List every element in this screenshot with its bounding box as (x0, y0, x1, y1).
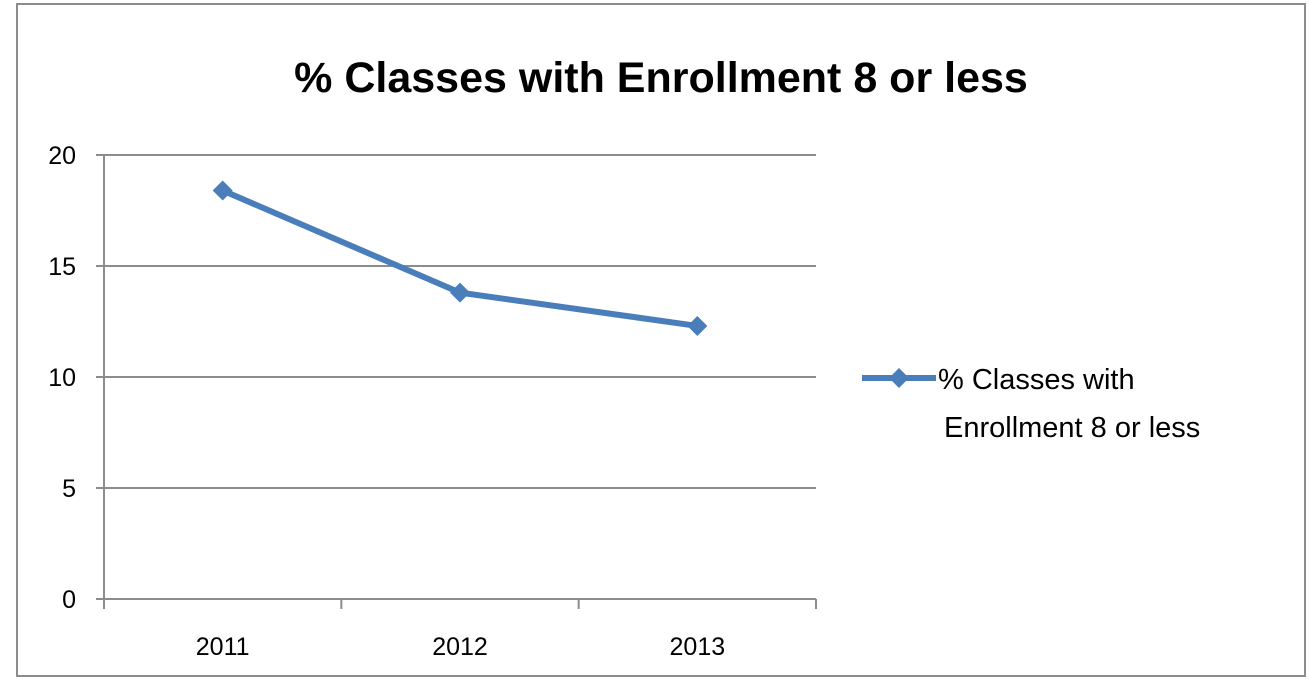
legend-label-line: % Classes with (938, 364, 1135, 396)
series-line (219, 187, 701, 329)
legend-label-line: Enrollment 8 or less (944, 412, 1200, 444)
data-point-marker (450, 282, 470, 303)
chart-frame (16, 3, 1306, 677)
data-point-marker (212, 180, 233, 201)
gridlines (104, 154, 816, 489)
y-tick-label: 0 (62, 586, 76, 614)
y-tick-label: 10 (48, 364, 76, 392)
axes: 0 5 10 15 20 2011 2012 2013 (48, 142, 817, 661)
y-tick-label: 20 (48, 142, 76, 170)
x-tick-label: 2013 (670, 633, 726, 661)
x-tick-label: 2012 (432, 633, 488, 661)
data-point-marker (687, 315, 708, 336)
legend-marker-swatch (889, 368, 909, 388)
y-tick-label: 15 (48, 253, 76, 281)
chart-title: % Classes with Enrollment 8 or less (294, 54, 1028, 102)
legend-label: % Classes with Enrollment 8 or less (938, 364, 1200, 444)
y-tick-label: 5 (62, 475, 76, 503)
series-layer (212, 180, 708, 336)
x-tick-label: 2011 (196, 633, 250, 661)
legend: % Classes with Enrollment 8 or less (862, 364, 1200, 444)
